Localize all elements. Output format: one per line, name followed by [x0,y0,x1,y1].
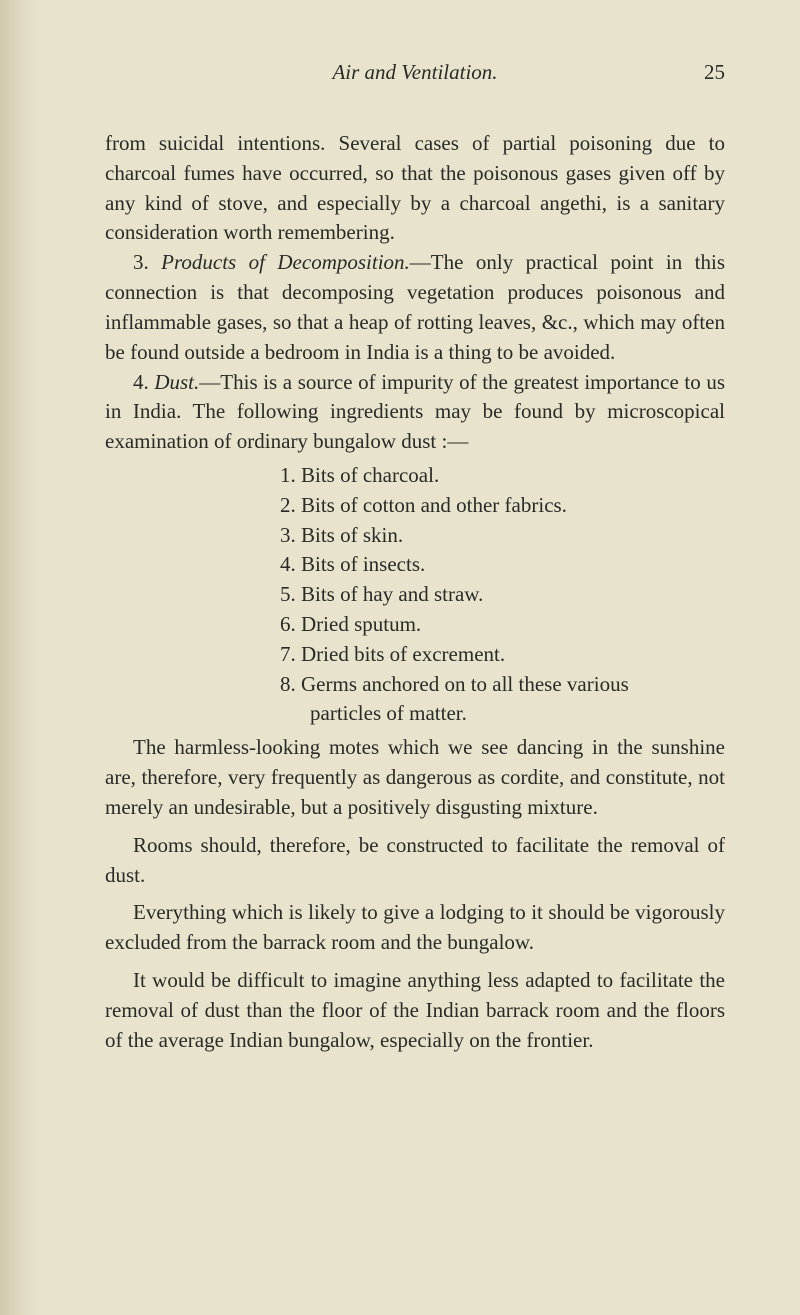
page: Air and Ventilation. 25 from suicidal in… [0,0,800,1315]
running-head: Air and Ventilation. 25 [105,60,725,85]
running-title: Air and Ventilation. [332,60,497,85]
list-item: 2. Bits of cotton and other fabrics. [105,491,725,521]
list-item: 8. Germs anchored on to all these variou… [105,670,725,700]
list-item: 4. Bits of insects. [105,550,725,580]
body-paragraph: Everything which is likely to give a lod… [105,898,725,958]
numbered-list: 1. Bits of charcoal. 2. Bits of cotton a… [105,461,725,729]
list-item: 5. Bits of hay and straw. [105,580,725,610]
section-heading: Dust. [154,370,199,394]
section-number: 4. [133,370,154,394]
body-paragraph: 3. Products of Decomposition.—The only p… [105,248,725,367]
body-paragraph: from suicidal intentions. Several cases … [105,129,725,248]
list-item: 6. Dried sputum. [105,610,725,640]
list-item: 3. Bits of skin. [105,521,725,551]
page-number: 25 [704,60,725,85]
body-paragraph: 4. Dust.—This is a source of impurity of… [105,368,725,457]
list-item: 7. Dried bits of excrement. [105,640,725,670]
body-paragraph: It would be difficult to imagine anythin… [105,966,725,1055]
list-item-continuation: particles of matter. [105,699,725,729]
section-number: 3. [133,250,161,274]
body-paragraph: The harmless-looking motes which we see … [105,733,725,822]
list-item: 1. Bits of charcoal. [105,461,725,491]
body-paragraph: Rooms should, therefore, be constructed … [105,831,725,891]
section-heading: Products of Decomposition. [161,250,410,274]
